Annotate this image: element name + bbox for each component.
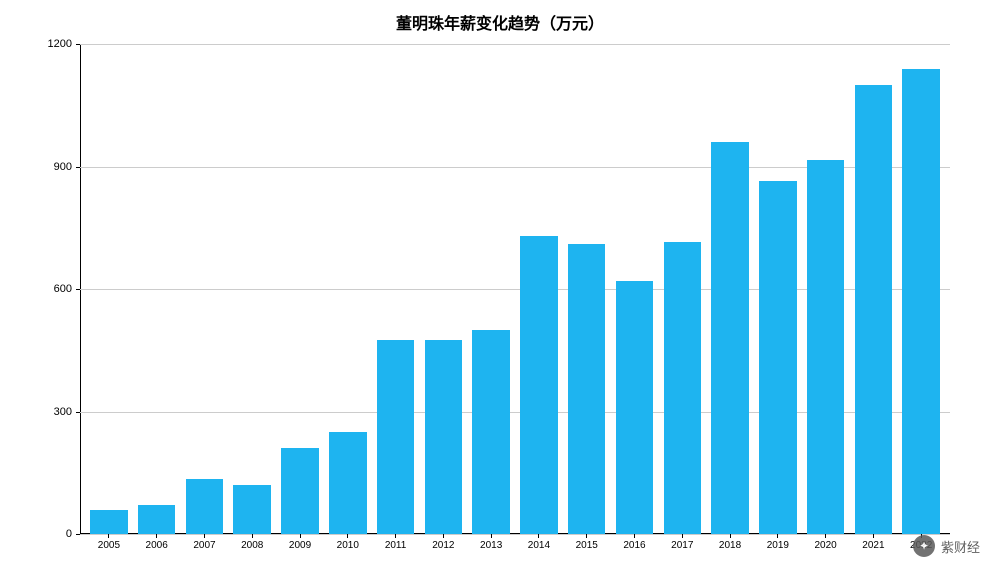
- x-tick: [825, 534, 826, 538]
- x-tick: [156, 534, 157, 538]
- bar-slot: [612, 44, 658, 534]
- bar-slot: [516, 44, 562, 534]
- bar: [281, 448, 319, 534]
- x-axis-label: 2007: [181, 540, 229, 551]
- bar-slot: [134, 44, 180, 534]
- bar: [233, 485, 271, 534]
- y-axis-label: 900: [54, 161, 72, 173]
- x-axis-label: 2011: [372, 540, 420, 551]
- x-axis-label: 2019: [754, 540, 802, 551]
- x-axis-label: 2021: [850, 540, 898, 551]
- bar-slot: [86, 44, 132, 534]
- watermark-icon: ✦: [913, 535, 935, 557]
- x-tick: [443, 534, 444, 538]
- bar-slot: [803, 44, 849, 534]
- bar: [902, 69, 940, 535]
- x-tick: [538, 534, 539, 538]
- x-tick: [347, 534, 348, 538]
- y-axis-label: 0: [66, 528, 72, 540]
- bar: [664, 242, 702, 534]
- chart-title: 董明珠年薪变化趋势（万元）: [40, 10, 960, 34]
- bar: [138, 505, 176, 534]
- bar: [759, 181, 797, 534]
- bar-slot: [564, 44, 610, 534]
- bar-slot: [182, 44, 228, 534]
- bars-container: [80, 44, 950, 534]
- bar-slot: [468, 44, 514, 534]
- x-axis-label: 2018: [706, 540, 754, 551]
- bar-slot: [659, 44, 705, 534]
- bar: [568, 244, 606, 534]
- watermark: ✦ 紫财经: [913, 535, 980, 557]
- y-axis-label: 1200: [48, 38, 72, 50]
- bar-slot: [325, 44, 371, 534]
- bar-slot: [229, 44, 275, 534]
- x-tick: [634, 534, 635, 538]
- x-axis-label: 2005: [85, 540, 133, 551]
- bar: [425, 340, 463, 534]
- x-tick: [252, 534, 253, 538]
- bar-slot: [898, 44, 944, 534]
- x-axis-label: 2014: [515, 540, 563, 551]
- x-tick: [586, 534, 587, 538]
- bar-slot: [277, 44, 323, 534]
- x-tick: [491, 534, 492, 538]
- x-tick: [777, 534, 778, 538]
- x-tick: [300, 534, 301, 538]
- plot-area: 03006009001200: [80, 44, 950, 534]
- x-tick: [873, 534, 874, 538]
- x-axis-label: 2010: [324, 540, 372, 551]
- x-axis-label: 2009: [276, 540, 324, 551]
- x-axis: 2005200620072008200920102011201220132014…: [80, 540, 950, 551]
- watermark-text: 紫财经: [941, 537, 980, 556]
- x-axis-label: 2016: [611, 540, 659, 551]
- x-tick: [682, 534, 683, 538]
- x-axis-label: 2020: [802, 540, 850, 551]
- x-tick: [395, 534, 396, 538]
- bar-slot: [420, 44, 466, 534]
- y-axis-label: 300: [54, 406, 72, 418]
- x-axis-label: 2008: [228, 540, 276, 551]
- bar: [329, 432, 367, 534]
- bar-slot: [755, 44, 801, 534]
- bar-slot: [707, 44, 753, 534]
- x-tick: [108, 534, 109, 538]
- x-axis-label: 2012: [419, 540, 467, 551]
- bar: [616, 281, 654, 534]
- bar: [855, 85, 893, 534]
- y-axis-label: 600: [54, 283, 72, 295]
- bar-slot: [851, 44, 897, 534]
- bar: [472, 330, 510, 534]
- x-axis-label: 2017: [658, 540, 706, 551]
- x-axis-label: 2013: [467, 540, 515, 551]
- bar-slot: [373, 44, 419, 534]
- x-tick: [730, 534, 731, 538]
- x-axis-label: 2015: [563, 540, 611, 551]
- bar: [186, 479, 224, 534]
- x-axis-label: 2006: [133, 540, 181, 551]
- chart-container: 董明珠年薪变化趋势（万元） 03006009001200 20052006200…: [40, 10, 960, 552]
- bar: [711, 142, 749, 534]
- bar: [90, 510, 128, 535]
- bar: [807, 160, 845, 534]
- x-tick: [204, 534, 205, 538]
- bar: [520, 236, 558, 534]
- bar: [377, 340, 415, 534]
